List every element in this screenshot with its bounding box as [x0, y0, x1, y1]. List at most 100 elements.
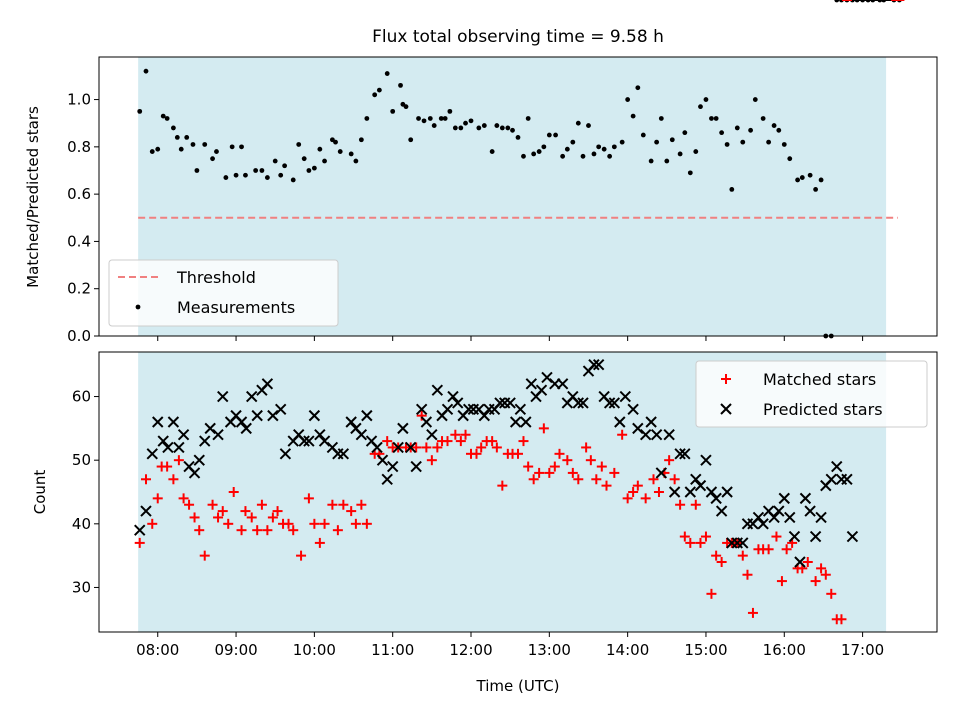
- measurement-point: [553, 132, 558, 138]
- matched-star-point: [826, 588, 837, 599]
- measurement-point: [724, 142, 730, 147]
- matched-star-point: [706, 588, 717, 599]
- predicted-star-point: [392, 441, 404, 454]
- predicted-star-point: [804, 505, 816, 517]
- measurement-point: [494, 123, 500, 128]
- x-tick-label: 13:00: [528, 641, 571, 659]
- x-tick-label: 09:00: [214, 641, 257, 659]
- measurement-point: [202, 142, 208, 147]
- measurement-point: [178, 146, 184, 152]
- predicted-star-point: [261, 378, 274, 390]
- bottom-x-ticks: 08:00 09:00 10:00 11:00 12:00 13:00 14:00 15:00…: [136, 632, 884, 659]
- predicted-star-point: [298, 435, 310, 447]
- matched-star-point: [497, 480, 508, 491]
- measurement-point: [719, 130, 725, 136]
- measurement-point: [259, 168, 265, 173]
- top-panel: 0.0 0.2 0.4 0.6 0.8 1.0 Matched/Predicted sta…: [24, 0, 938, 345]
- bottom-y-tick-label: 40: [72, 515, 91, 533]
- measurement-point: [333, 139, 338, 145]
- predicted-star-point: [337, 448, 350, 460]
- measurement-point: [729, 187, 735, 192]
- predicted-star-point: [645, 416, 657, 428]
- predicted-star-point: [509, 416, 522, 428]
- measurement-point: [748, 127, 754, 133]
- measurement-point: [709, 116, 714, 121]
- matched-star-point: [184, 499, 195, 510]
- matched-star-point: [518, 436, 529, 447]
- matched-star-point: [189, 512, 200, 523]
- matched-star-point: [690, 499, 701, 510]
- predicted-star-point: [788, 530, 801, 543]
- predicted-star-point: [494, 397, 506, 409]
- predicted-star-point: [447, 390, 459, 403]
- matched-star-point: [178, 493, 189, 504]
- measurement-point: [586, 123, 591, 128]
- predicted-star-point: [235, 416, 248, 428]
- predicted-star-point: [721, 486, 733, 498]
- measurement-point: [795, 177, 800, 183]
- predicted-star-point: [240, 422, 252, 435]
- measurement-point: [468, 118, 474, 124]
- matched-star-point: [487, 436, 498, 447]
- matched-star-point: [140, 474, 151, 485]
- measurement-point: [771, 123, 777, 128]
- matched-star-point: [283, 518, 294, 529]
- predicted-star-point: [376, 454, 389, 466]
- matched-star-point: [432, 442, 443, 453]
- matched-star-point: [303, 493, 314, 504]
- predicted-star-point: [462, 403, 475, 415]
- matched-star-point: [669, 474, 680, 485]
- matched-star-point: [314, 537, 325, 548]
- measurement-point: [160, 113, 166, 119]
- matched-star-point: [567, 467, 578, 478]
- predicted-star-point: [371, 441, 383, 454]
- matched-star-point: [573, 474, 584, 485]
- top-legend-box: [108, 259, 339, 327]
- predicted-star-point: [815, 511, 827, 524]
- measurement-point: [687, 170, 693, 176]
- predicted-star-point: [188, 467, 201, 479]
- top-y-tick-label: 0.2: [67, 280, 91, 298]
- measurement-point: [476, 125, 482, 131]
- measurement-point: [521, 153, 526, 159]
- matched-star-point: [653, 487, 664, 497]
- measurement-point: [348, 151, 354, 157]
- matched-star-point: [742, 569, 753, 580]
- matched-star-point: [134, 537, 145, 548]
- predicted-star-point: [267, 409, 279, 422]
- predicted-star-point: [705, 486, 718, 498]
- predicted-star-point: [825, 473, 837, 485]
- matched-star-point: [810, 576, 821, 587]
- measurement-point: [677, 151, 683, 157]
- matched-star-point: [246, 512, 257, 523]
- measurement-point: [658, 116, 664, 121]
- measurement-point: [223, 175, 229, 180]
- matched-star-point: [664, 455, 675, 466]
- measurement-point: [752, 97, 758, 102]
- predicted-star-point: [809, 530, 822, 543]
- measurement-point: [611, 144, 617, 150]
- measurement-point: [619, 139, 625, 145]
- matched-star-point: [471, 448, 482, 459]
- measurement-point: [546, 132, 552, 138]
- matched-star-point: [450, 429, 461, 440]
- predicted-star-point: [157, 435, 169, 447]
- matched-star-point: [476, 442, 487, 453]
- predicted-star-point: [768, 511, 780, 524]
- predicted-star-point: [167, 416, 180, 428]
- predicted-star-point: [404, 441, 417, 454]
- top-y-tick-label: 0.6: [67, 185, 91, 203]
- measurement-point: [296, 142, 302, 147]
- measurement-point: [834, 0, 840, 3]
- predicted-star-point: [177, 429, 190, 441]
- measurement-point: [499, 125, 505, 131]
- measurement-point: [155, 146, 161, 152]
- predicted-star-point: [684, 486, 697, 498]
- predicted-star-point: [415, 403, 428, 415]
- matched-star-point: [528, 474, 539, 485]
- predicted-star-point: [752, 511, 765, 524]
- matched-star-point: [554, 448, 565, 459]
- measurement-point: [635, 85, 641, 91]
- predicted-star-point: [794, 556, 806, 568]
